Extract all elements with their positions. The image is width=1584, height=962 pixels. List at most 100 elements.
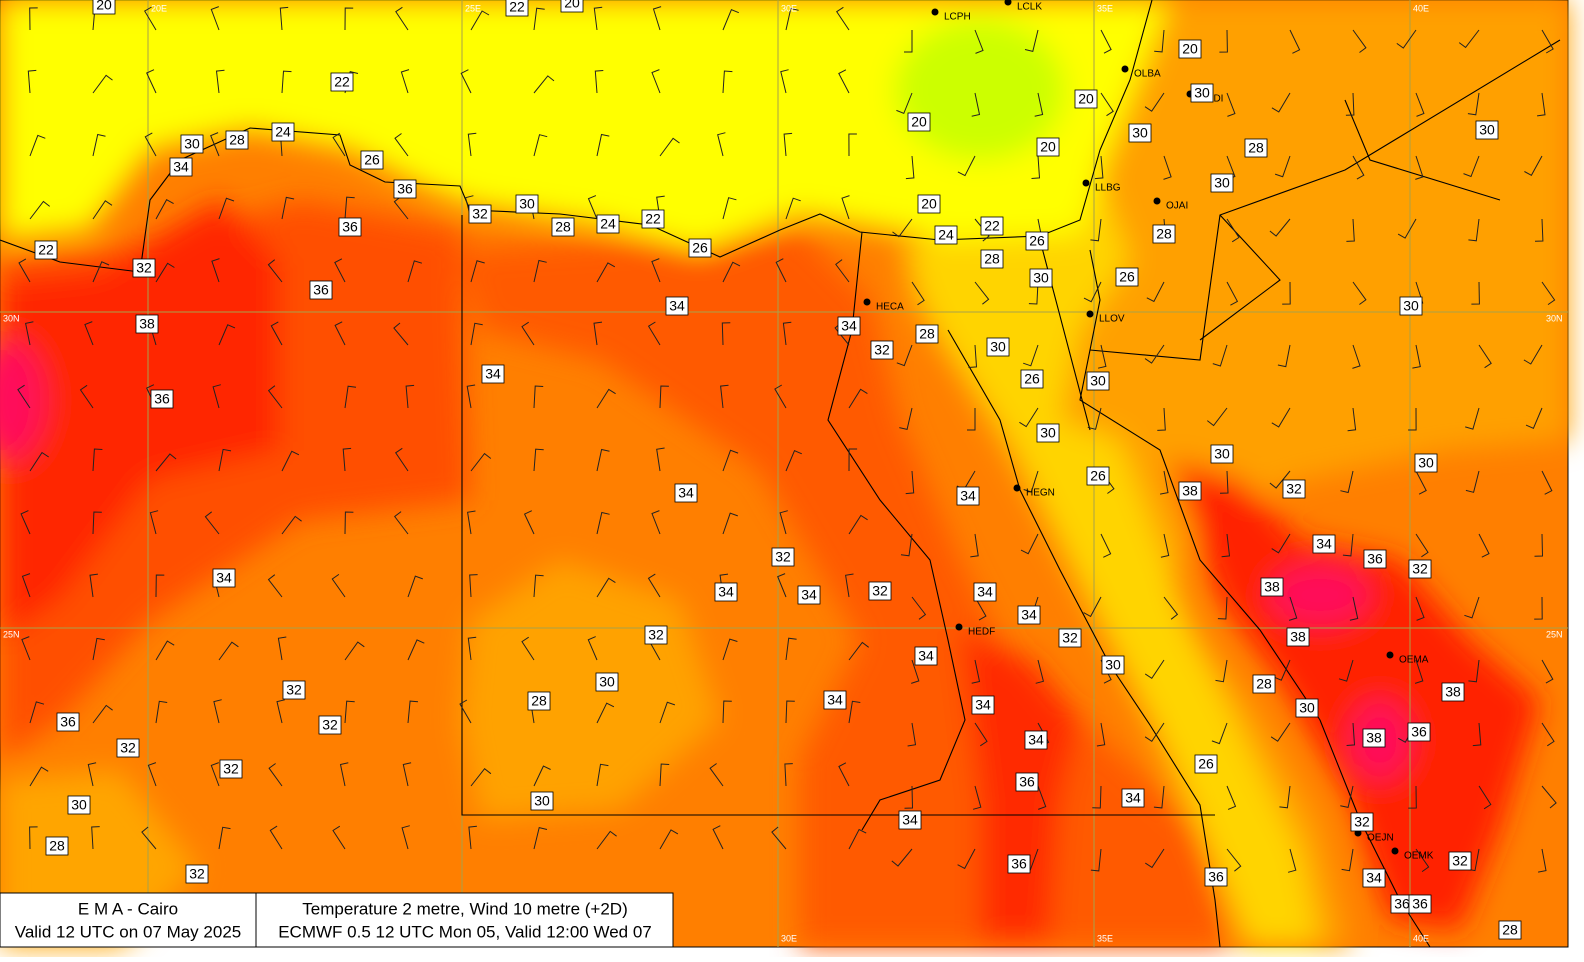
wind-barb bbox=[1023, 470, 1039, 493]
wind-barb bbox=[784, 763, 793, 787]
wind-barb bbox=[1144, 722, 1165, 742]
wind-barb bbox=[1219, 470, 1229, 494]
contour-label: 24 bbox=[600, 216, 616, 232]
wind-barb bbox=[155, 199, 174, 220]
wind-barb bbox=[717, 132, 726, 157]
wind-barb bbox=[779, 510, 788, 535]
wind-barb bbox=[1212, 344, 1228, 367]
wind-barb bbox=[1146, 281, 1165, 303]
wind-barb bbox=[722, 261, 741, 283]
lon-label: 20E bbox=[151, 3, 167, 13]
wind-barb bbox=[785, 637, 797, 661]
wind-barb bbox=[339, 762, 349, 787]
contour-label-box bbox=[560, 0, 584, 13]
wind-barb bbox=[785, 450, 802, 472]
wind-barb bbox=[1467, 92, 1480, 116]
contour-label-box bbox=[1086, 466, 1110, 486]
contour-label: 38 bbox=[139, 316, 155, 332]
contour-label-box bbox=[980, 249, 1004, 269]
wind-barb bbox=[911, 659, 920, 684]
contour-label-box bbox=[1086, 371, 1110, 391]
contour-label: 20 bbox=[911, 114, 927, 130]
wind-barb bbox=[596, 133, 610, 157]
contour-label-box bbox=[956, 486, 980, 506]
wind-barb bbox=[1412, 344, 1421, 369]
wind-barb bbox=[594, 70, 604, 94]
contour-label: 32 bbox=[1062, 630, 1078, 646]
wind-barb bbox=[1144, 659, 1165, 679]
contour-label: 30 bbox=[71, 797, 87, 813]
wind-barb bbox=[848, 700, 861, 724]
contour-label-box bbox=[271, 122, 295, 142]
wind-barb bbox=[1541, 281, 1556, 306]
wind-barb bbox=[344, 7, 354, 31]
wind-barb bbox=[155, 640, 175, 661]
wind-barb bbox=[533, 574, 544, 598]
contour-label: 38 bbox=[1445, 684, 1461, 700]
contour-label-box bbox=[595, 672, 619, 692]
contour-label-box bbox=[644, 625, 668, 645]
contour-labels: 20 22 20 22 20 20 20 30 30 20 28 30 30 28 24 26 34 36 30 20… bbox=[34, 0, 1522, 940]
contour-label: 30 bbox=[184, 136, 200, 152]
wind-barb bbox=[1023, 344, 1039, 367]
wind-barb bbox=[709, 763, 724, 787]
contour-label: 24 bbox=[938, 227, 954, 243]
contour-label: 32 bbox=[775, 549, 791, 565]
contour-label: 32 bbox=[1412, 561, 1428, 577]
wind-barb bbox=[92, 637, 105, 661]
wind-barb bbox=[659, 701, 676, 724]
wind-barb bbox=[1279, 785, 1291, 809]
wind-barb bbox=[279, 6, 289, 31]
contour-label: 32 bbox=[472, 206, 488, 222]
contour-label: 36 bbox=[154, 391, 170, 407]
wind-barb bbox=[1415, 533, 1429, 558]
contour-label-box bbox=[1194, 754, 1218, 774]
contour-label: 30 bbox=[1033, 270, 1049, 286]
wind-barb bbox=[1468, 218, 1480, 242]
contour-label-box bbox=[1178, 481, 1202, 501]
wind-barb bbox=[1289, 29, 1301, 54]
wind-barb bbox=[470, 452, 492, 472]
wind-barb bbox=[267, 385, 283, 409]
wind-barb bbox=[342, 447, 352, 472]
contour-label: 36 bbox=[1412, 896, 1428, 912]
wind-barb bbox=[407, 639, 425, 661]
station-dot bbox=[1121, 65, 1129, 73]
wind-barb bbox=[957, 155, 976, 177]
wind-barb bbox=[974, 722, 988, 747]
wind-barb bbox=[1541, 722, 1555, 747]
wind-barb bbox=[967, 408, 976, 431]
wind-barb bbox=[647, 321, 661, 346]
wind-barb bbox=[92, 261, 110, 283]
contour-label: 38 bbox=[1366, 730, 1382, 746]
wind-barb bbox=[1538, 848, 1547, 873]
contour-label: 28 bbox=[1502, 922, 1518, 938]
contour-label: 20 bbox=[1182, 41, 1198, 57]
wind-barb bbox=[1523, 344, 1543, 365]
wind-barb bbox=[721, 322, 731, 346]
wind-barb bbox=[1100, 29, 1112, 54]
wind-barb bbox=[1269, 218, 1291, 237]
station-label: OEJN bbox=[1367, 833, 1394, 844]
wind-barb bbox=[394, 511, 409, 535]
contour-label: 28 bbox=[1156, 226, 1172, 242]
wind-barb bbox=[1094, 155, 1104, 180]
wind-barb bbox=[1226, 281, 1239, 306]
wind-barb bbox=[92, 74, 113, 94]
station-label: LLOV bbox=[1099, 314, 1125, 325]
station-dot bbox=[1153, 197, 1161, 205]
contour-label-box bbox=[393, 179, 417, 199]
wind-barb bbox=[1340, 785, 1354, 808]
contour-label: 30 bbox=[1403, 298, 1419, 314]
station-label: HECA bbox=[876, 302, 904, 313]
wind-barb bbox=[147, 762, 157, 787]
wind-barb bbox=[407, 260, 423, 283]
wind-barb bbox=[1458, 29, 1480, 49]
contour-label-box bbox=[1121, 788, 1145, 808]
wind-barb bbox=[155, 453, 177, 472]
contour-label-box bbox=[1204, 867, 1228, 887]
wind-barb bbox=[523, 510, 535, 535]
contour-label-box bbox=[1498, 920, 1522, 940]
wind-barb bbox=[1468, 659, 1480, 683]
wind-barb bbox=[785, 7, 799, 31]
